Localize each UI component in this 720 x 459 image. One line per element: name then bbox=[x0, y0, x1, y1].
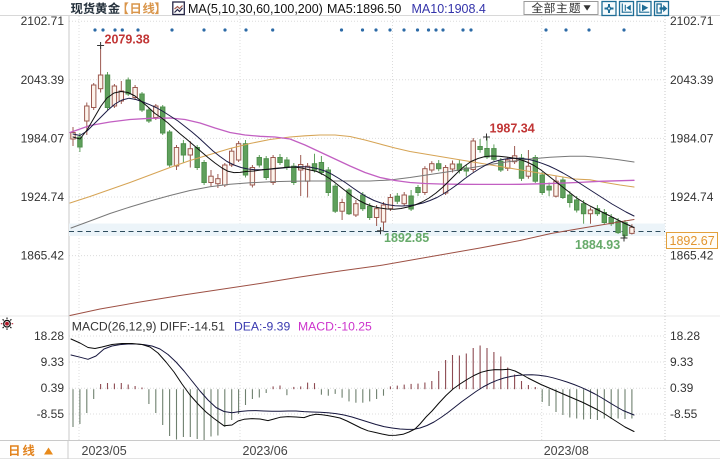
svg-text:2023/08: 2023/08 bbox=[544, 444, 589, 458]
svg-text:2023/06: 2023/06 bbox=[243, 444, 288, 458]
svg-text:2043.39: 2043.39 bbox=[670, 73, 714, 87]
svg-text:MACD(26,12,9) DIFF:-14.51: MACD(26,12,9) DIFF:-14.51 bbox=[72, 320, 225, 334]
svg-text:1984.07: 1984.07 bbox=[21, 131, 65, 145]
svg-text:0.39: 0.39 bbox=[670, 381, 694, 395]
svg-text:MA5:1896.50: MA5:1896.50 bbox=[327, 2, 401, 16]
svg-text:-8.55: -8.55 bbox=[37, 407, 65, 421]
svg-text:MA10:1908.4: MA10:1908.4 bbox=[412, 2, 486, 16]
svg-text:MA(5,10,30,60,100,200): MA(5,10,30,60,100,200) bbox=[188, 2, 323, 16]
svg-text:2043.39: 2043.39 bbox=[21, 73, 65, 87]
svg-text:1892.67: 1892.67 bbox=[670, 234, 715, 248]
svg-text:MACD:-10.25: MACD:-10.25 bbox=[298, 320, 372, 334]
svg-text:0.39: 0.39 bbox=[41, 381, 65, 395]
svg-text:9.33: 9.33 bbox=[670, 355, 694, 369]
svg-text:2079.38: 2079.38 bbox=[105, 33, 150, 47]
svg-text:1865.42: 1865.42 bbox=[670, 249, 714, 263]
svg-text:18.28: 18.28 bbox=[670, 329, 700, 343]
svg-text:-8.55: -8.55 bbox=[670, 407, 698, 421]
svg-text:1924.74: 1924.74 bbox=[670, 190, 714, 204]
svg-text:1984.07: 1984.07 bbox=[670, 131, 714, 145]
svg-text:18.28: 18.28 bbox=[34, 329, 64, 343]
svg-text:1924.74: 1924.74 bbox=[21, 190, 65, 204]
svg-text:2023/05: 2023/05 bbox=[82, 444, 127, 458]
svg-text:DEA:-9.39: DEA:-9.39 bbox=[234, 320, 290, 334]
svg-text:1892.85: 1892.85 bbox=[384, 231, 429, 245]
svg-text:2102.71: 2102.71 bbox=[670, 14, 714, 28]
svg-text:9.33: 9.33 bbox=[41, 355, 65, 369]
svg-text:1884.93: 1884.93 bbox=[575, 238, 620, 252]
svg-text:1987.34: 1987.34 bbox=[490, 122, 535, 136]
svg-text:1865.42: 1865.42 bbox=[21, 249, 65, 263]
svg-text:2102.71: 2102.71 bbox=[21, 14, 65, 28]
